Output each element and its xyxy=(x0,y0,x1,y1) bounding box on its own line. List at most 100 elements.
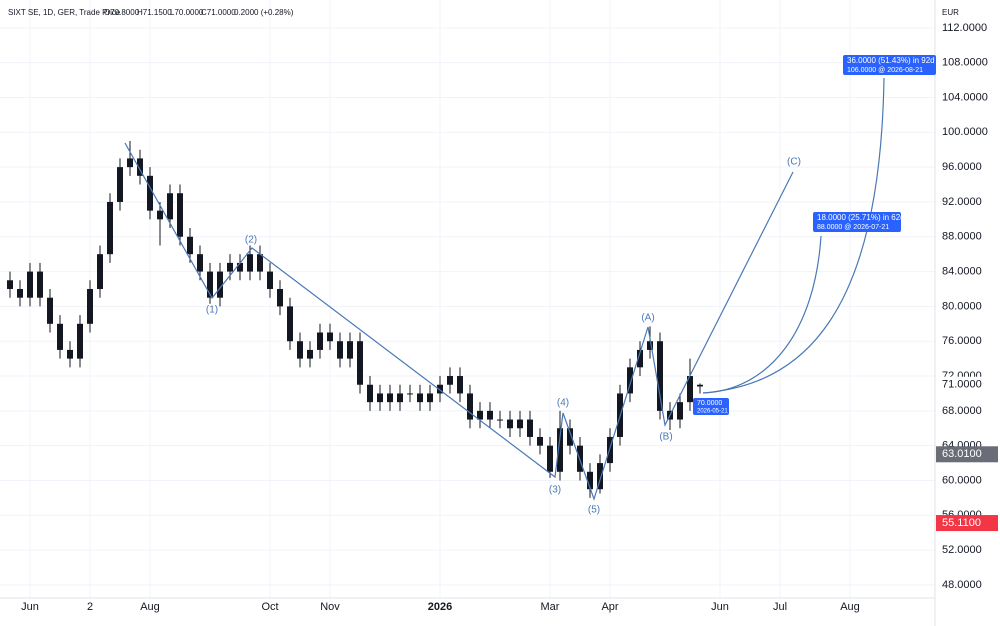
candle-body xyxy=(167,193,173,220)
candle-body xyxy=(657,341,663,411)
candle-body xyxy=(587,471,593,490)
wave-label: (C) xyxy=(787,157,801,168)
candle-body xyxy=(697,384,703,387)
candle-body xyxy=(97,254,103,289)
candle-body xyxy=(477,410,483,420)
y-tick-label: 60.0000 xyxy=(942,474,982,486)
y-tick-label: 108.0000 xyxy=(942,57,988,69)
candle-body xyxy=(647,341,653,350)
candle-body xyxy=(227,262,233,272)
price-marker xyxy=(936,446,998,463)
y-tick-label: 48.0000 xyxy=(942,579,982,591)
projection-box-bg xyxy=(843,55,936,75)
header-close: C71.0000 xyxy=(201,8,236,17)
wave-label: (3) xyxy=(549,485,561,496)
y-tick-label: 52.0000 xyxy=(942,544,982,556)
y-tick-label: 80.0000 xyxy=(942,300,982,312)
projection-text: 18.0000 (25.71%) in 62d xyxy=(817,213,905,222)
candle-body xyxy=(77,323,83,359)
x-tick-label: Aug xyxy=(140,601,160,613)
candle-body xyxy=(147,175,153,211)
candle-body xyxy=(237,262,243,272)
candle-body xyxy=(157,210,163,220)
price-marker-label: 71.0000 xyxy=(942,379,982,391)
candle-body xyxy=(47,297,53,324)
candle-body xyxy=(597,463,603,490)
x-tick-label: Jun xyxy=(711,601,729,613)
candle-body xyxy=(287,306,293,342)
candle-body xyxy=(327,332,333,342)
candle-body xyxy=(17,288,23,298)
candle-body xyxy=(217,271,223,298)
wave-label: (5) xyxy=(588,505,600,516)
candle-body xyxy=(407,393,413,395)
y-tick-label: 96.0000 xyxy=(942,161,982,173)
candle-body xyxy=(197,254,203,272)
candle-body xyxy=(437,384,443,394)
candle-body xyxy=(187,236,193,255)
candle-body xyxy=(117,167,123,202)
candle-body xyxy=(557,428,563,472)
candle-body xyxy=(307,349,313,359)
x-tick-label: Aug xyxy=(840,601,860,613)
candle-body xyxy=(377,393,383,403)
projection-box-bg xyxy=(813,212,901,232)
header-open: O70.8000 xyxy=(104,8,140,17)
x-tick-label: Oct xyxy=(261,601,278,613)
projection-text: 36.0000 (51.43%) in 92d xyxy=(847,56,935,65)
x-tick-label: Jul xyxy=(773,601,787,613)
y-tick-label: 100.0000 xyxy=(942,126,988,138)
candle-body xyxy=(337,341,343,359)
candle-body xyxy=(357,341,363,385)
candle-body xyxy=(517,419,523,429)
x-tick-label: Mar xyxy=(541,601,560,613)
candle-body xyxy=(547,445,553,472)
projection-box-bg xyxy=(693,398,729,415)
y-tick-label: 84.0000 xyxy=(942,265,982,277)
projection-box: 36.0000 (51.43%) in 92d 106.0000 @ 2026-… xyxy=(843,55,936,75)
y-tick-label: 68.0000 xyxy=(942,405,982,417)
projection-box: 18.0000 (25.71%) in 62d 88.0000 @ 2026-0… xyxy=(813,212,905,232)
candle-body xyxy=(7,280,13,289)
candle-body xyxy=(447,376,453,385)
candle-body xyxy=(567,428,573,446)
x-tick-label: 2026 xyxy=(428,601,452,613)
price-marker xyxy=(936,376,998,393)
projection-text: 106.0000 @ 2026-08-21 xyxy=(847,67,923,74)
candle-body xyxy=(37,271,43,298)
axis: 48.000052.000056.000060.000064.000068.00… xyxy=(21,22,998,613)
currency: EUR xyxy=(942,8,959,17)
projection-text: 88.0000 @ 2026-07-21 xyxy=(817,224,889,231)
wave-label: (4) xyxy=(557,398,569,409)
header-change: 0.2000 (+0.28%) xyxy=(234,8,294,17)
y-tick-label: 76.0000 xyxy=(942,335,982,347)
x-tick-label: Apr xyxy=(601,601,618,613)
candle-body xyxy=(527,419,533,437)
wave-label: (B) xyxy=(659,432,672,443)
candle-body xyxy=(347,341,353,359)
candle-body xyxy=(127,158,133,168)
header-symbol: SIXT SE, 1D, GER, Trade Price xyxy=(8,8,121,17)
candle-body xyxy=(177,193,183,237)
candle-body xyxy=(417,393,423,403)
projection-text: 70.0000 xyxy=(697,400,722,407)
wave-label: (A) xyxy=(641,313,654,324)
candle-body xyxy=(687,376,693,403)
x-tick-label: 2 xyxy=(87,601,93,613)
price-marker-label: 63.0100 xyxy=(942,448,982,460)
candle-body xyxy=(27,271,33,298)
candle-body xyxy=(387,393,393,403)
wave-line xyxy=(124,142,794,501)
candle-body xyxy=(267,271,273,289)
candle-body xyxy=(87,288,93,324)
wave-label: (2) xyxy=(245,235,257,246)
candle-body xyxy=(457,376,463,394)
wave-drawing xyxy=(124,77,885,501)
candle-body xyxy=(637,349,643,368)
candle-body xyxy=(137,158,143,176)
y-tick-label: 88.0000 xyxy=(942,231,982,243)
grid xyxy=(0,0,935,598)
candle-body xyxy=(497,419,503,421)
candle-body xyxy=(507,419,513,429)
